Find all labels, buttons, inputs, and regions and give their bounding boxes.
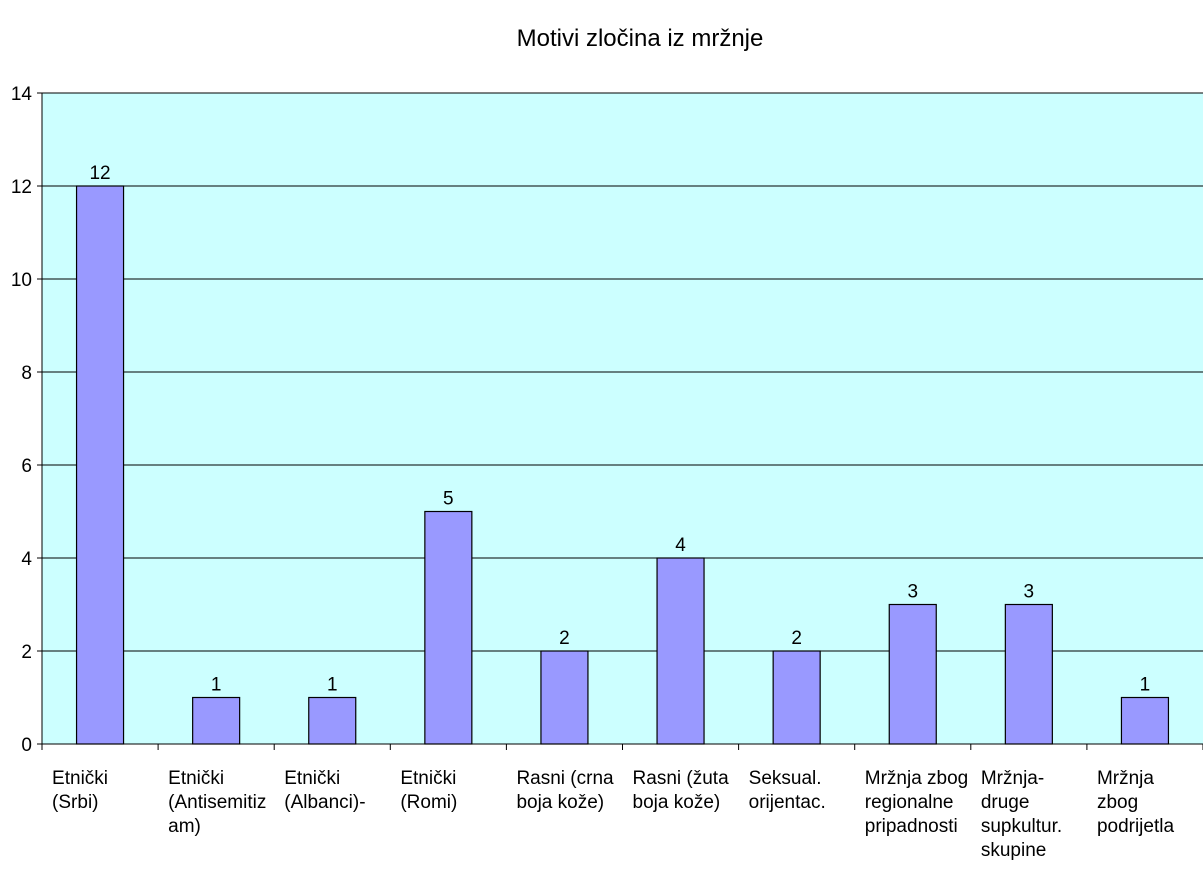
x-tick-label: Rasni (crna boja kože) (516, 768, 614, 813)
data-label: 1 (211, 675, 222, 696)
y-tick-label: 10 (11, 270, 32, 291)
x-tick-label: Etnički (Antisemitiz am) (168, 768, 266, 837)
x-tick-label: Etnički (Albanci)- (284, 768, 365, 813)
data-label: 4 (675, 535, 686, 556)
chart-title: Motivi zločina iz mržnje (517, 25, 764, 52)
data-label: 2 (559, 628, 570, 649)
x-tick-label: Seksual. orijentac. (749, 768, 826, 813)
y-tick-label: 14 (11, 84, 33, 105)
y-tick-label: 12 (11, 177, 32, 198)
data-label: 5 (443, 489, 454, 510)
data-label: 2 (791, 628, 802, 649)
x-tick-label: Mržnja zbog podrijetla (1097, 768, 1175, 837)
bar (656, 557, 705, 745)
y-tick-label: 6 (21, 456, 32, 477)
x-tick-label: Etnički (Romi) (400, 768, 457, 813)
x-tick-label: Rasni (žuta boja kože) (633, 768, 730, 813)
bar (772, 650, 821, 745)
data-label: 3 (1024, 582, 1035, 603)
bar (308, 696, 357, 745)
data-label: 12 (89, 163, 110, 184)
bar (424, 510, 473, 745)
data-label: 1 (327, 675, 338, 696)
y-tick-label: 4 (21, 549, 32, 570)
data-label: 3 (907, 582, 918, 603)
x-tick-label: Etnički (Srbi) (52, 768, 108, 813)
bar (75, 185, 125, 745)
y-tick-label: 8 (21, 363, 32, 384)
x-tick-label: Mržnja-druge supkultur. skupine (981, 768, 1062, 861)
bar (192, 696, 241, 745)
bar (1120, 696, 1170, 745)
bar (888, 603, 937, 745)
bar (1004, 603, 1053, 745)
y-tick-label: 2 (21, 642, 32, 663)
y-tick-label: 0 (21, 735, 32, 756)
x-tick-label: Mržnja zbog regionalne pripadnosti (865, 768, 969, 837)
bar (540, 650, 589, 745)
data-label: 1 (1140, 675, 1151, 696)
